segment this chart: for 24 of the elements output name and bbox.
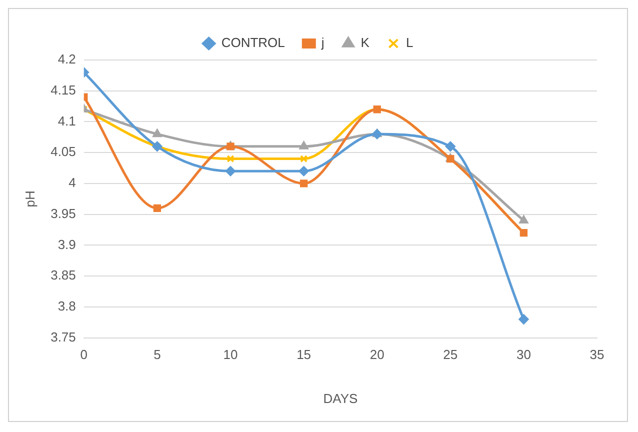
legend-label: CONTROL [221, 35, 285, 50]
x-tick-label: 0 [80, 347, 88, 362]
y-tick-label: 3.9 [58, 236, 76, 252]
y-tick-label: 4.05 [50, 144, 76, 160]
x-tick-label: 25 [443, 347, 458, 362]
x-tick-label: 35 [590, 347, 604, 362]
y-tick-label: 3.75 [50, 329, 76, 344]
y-tick-label: 4.2 [58, 52, 76, 67]
legend-label: K [360, 35, 370, 50]
y-axis-title: pH [22, 190, 38, 208]
y-tick-label: 4.1 [58, 113, 76, 128]
y-tick-label: 3.95 [50, 206, 76, 221]
x-axis-title: DAYS [323, 390, 358, 406]
y-tick-label: 4.15 [50, 82, 76, 98]
x-tick-label: 20 [370, 347, 384, 362]
x-tick-label: 30 [516, 347, 531, 362]
x-tick-label: 15 [296, 347, 312, 362]
legend-label: j [320, 35, 324, 50]
x-tick-label: 5 [154, 347, 161, 362]
legend-label: L [406, 35, 414, 50]
y-tick-label: 3.8 [58, 298, 76, 314]
y-tick-label: 4 [68, 175, 76, 190]
y-tick-label: 3.85 [50, 268, 76, 283]
x-tick-label: 10 [223, 347, 238, 362]
